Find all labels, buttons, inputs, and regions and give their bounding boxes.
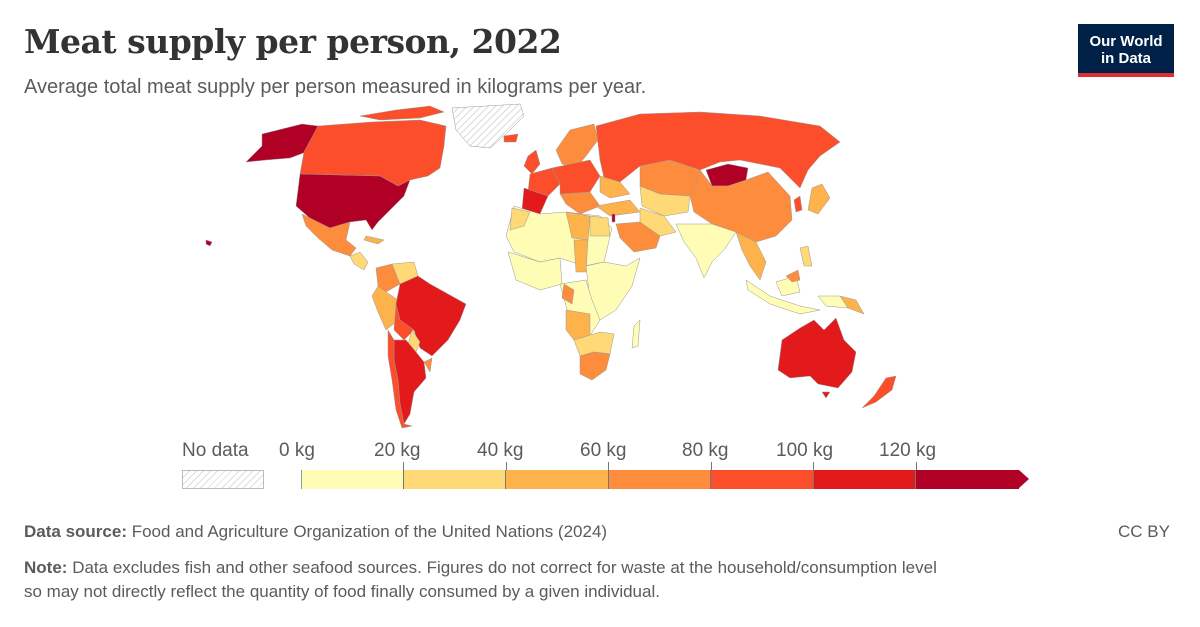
region-cuba[interactable] — [363, 235, 385, 245]
legend-color-bins — [301, 470, 1029, 489]
region-gabon-congo[interactable] — [561, 283, 575, 305]
chart-note: Note: Data excludes fish and other seafo… — [24, 556, 937, 604]
legend-bin-20-40[interactable] — [403, 470, 506, 489]
region-chad[interactable] — [573, 239, 589, 273]
source-text[interactable]: Food and Agriculture Organization of the… — [131, 522, 608, 541]
legend-arrow-icon — [1018, 470, 1029, 488]
region-iceland[interactable] — [503, 133, 519, 143]
region-turkey[interactable] — [595, 199, 641, 217]
note-line-2: so may not directly reflect the quantity… — [24, 582, 660, 601]
legend-no-data-swatch[interactable] — [182, 470, 264, 489]
color-legend: No data 0 kg 20 kg 40 kg 60 kg 80 kg 100… — [180, 438, 1040, 498]
legend-tick — [608, 462, 609, 470]
region-greenland[interactable] — [451, 103, 525, 149]
legend-bin-80-100[interactable] — [711, 470, 814, 489]
region-alaska[interactable] — [245, 123, 319, 163]
region-uk[interactable] — [523, 149, 541, 175]
region-central-europe[interactable] — [551, 159, 601, 195]
legend-tick — [403, 462, 404, 470]
region-colombia[interactable] — [375, 263, 401, 293]
region-chile[interactable] — [387, 329, 413, 429]
legend-tick-label: 60 kg — [580, 440, 627, 461]
region-new-zealand[interactable] — [861, 375, 897, 409]
note-line-1: Data excludes fish and other seafood sou… — [72, 558, 937, 577]
region-bolivia[interactable] — [393, 303, 415, 341]
chart-subtitle: Average total meat supply per person mea… — [24, 76, 647, 98]
region-scandinavia[interactable] — [555, 123, 599, 169]
legend-bin-40-60[interactable] — [506, 470, 609, 489]
legend-tick-label: 0 kg — [279, 440, 315, 461]
note-label: Note: — [24, 558, 68, 577]
legend-bin-0-20[interactable] — [301, 470, 404, 489]
region-central-asia[interactable] — [639, 185, 691, 217]
legend-tick — [916, 462, 917, 470]
region-southeast-asia[interactable] — [735, 231, 767, 281]
region-iran[interactable] — [639, 207, 677, 237]
region-canada-islands[interactable] — [359, 105, 445, 121]
region-tasmania[interactable] — [821, 391, 831, 399]
owid-logo[interactable]: Our World in Data — [1078, 24, 1174, 77]
region-france[interactable] — [527, 167, 561, 197]
region-peru[interactable] — [371, 285, 399, 331]
legend-tick-label: 40 kg — [477, 440, 524, 461]
legend-tick — [506, 462, 507, 470]
region-australia[interactable] — [777, 317, 857, 389]
region-balkans[interactable] — [559, 191, 601, 215]
chart-title: Meat supply per person, 2022 — [24, 22, 562, 61]
region-south-africa[interactable] — [579, 351, 611, 381]
region-malaysia[interactable] — [785, 269, 801, 283]
region-israel[interactable] — [611, 213, 616, 223]
region-egypt[interactable] — [589, 215, 611, 237]
region-mexico[interactable] — [301, 213, 357, 257]
logo-line-1: Our World — [1089, 33, 1163, 50]
logo-accent-bar — [1078, 73, 1174, 77]
region-madagascar[interactable] — [631, 319, 641, 349]
region-morocco[interactable] — [509, 207, 531, 231]
source-label: Data source: — [24, 522, 127, 541]
legend-tick-label: 120 kg — [879, 440, 937, 461]
region-india[interactable] — [675, 223, 737, 279]
region-uruguay[interactable] — [423, 357, 433, 373]
region-japan[interactable] — [807, 183, 831, 215]
world-map — [205, 103, 897, 429]
region-philippines[interactable] — [799, 245, 813, 267]
region-central-america[interactable] — [349, 251, 369, 271]
region-new-guinea-west[interactable] — [817, 295, 849, 309]
legend-tick — [711, 462, 712, 470]
legend-tick-label: 20 kg — [374, 440, 421, 461]
legend-tick — [813, 462, 814, 470]
legend-bin-60-80[interactable] — [608, 470, 711, 489]
license-link[interactable]: CC BY — [1118, 522, 1170, 541]
logo-line-2: in Data — [1100, 50, 1151, 67]
legend-bin-100-120[interactable] — [813, 470, 916, 489]
region-angola[interactable] — [565, 309, 591, 341]
region-china[interactable] — [689, 169, 793, 243]
region-hawaii[interactable] — [205, 239, 213, 247]
data-source: Data source: Food and Agriculture Organi… — [24, 522, 607, 542]
region-korea[interactable] — [793, 195, 803, 213]
legend-no-data-label: No data — [182, 440, 249, 461]
region-indonesia[interactable] — [745, 279, 821, 315]
legend-bin-120-plus[interactable] — [916, 470, 1019, 489]
region-ukraine[interactable] — [599, 175, 631, 199]
legend-tick-label: 100 kg — [776, 440, 834, 461]
legend-tick-label: 80 kg — [682, 440, 729, 461]
